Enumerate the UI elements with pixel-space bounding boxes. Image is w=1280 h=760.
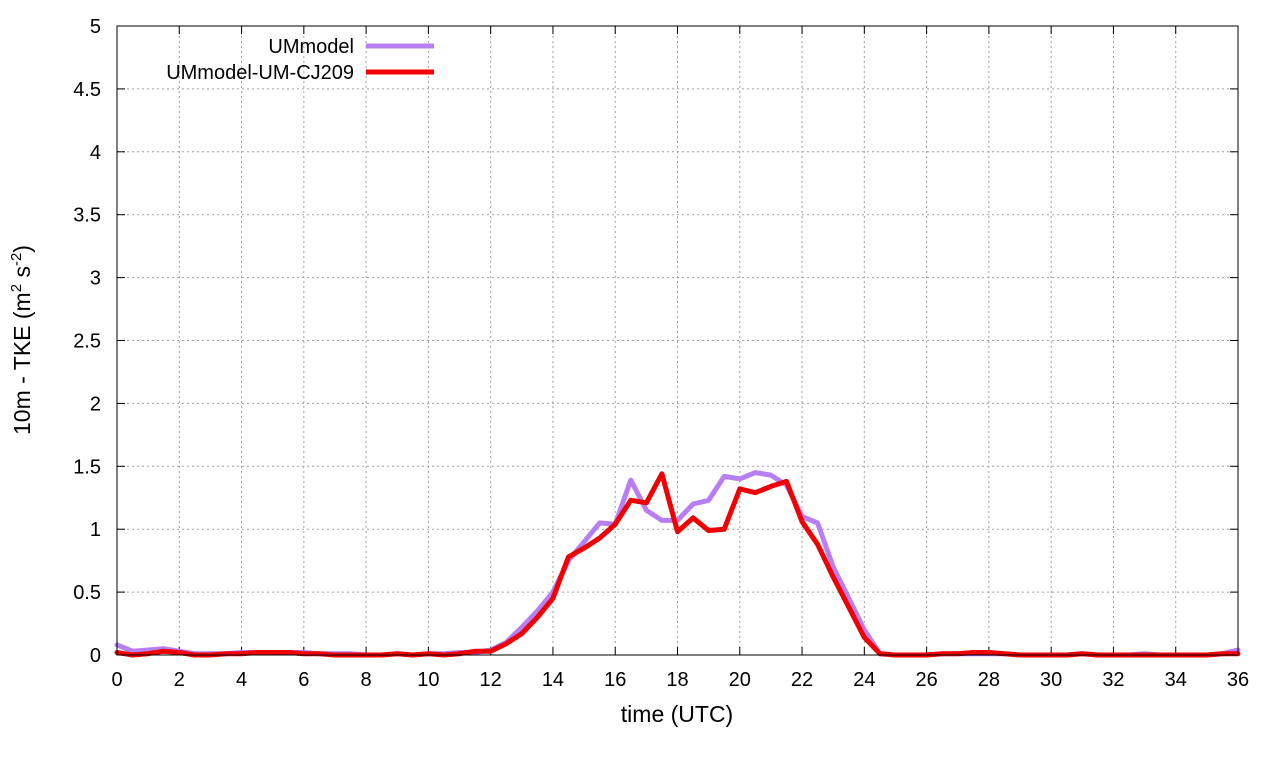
x-tick-label: 24 xyxy=(853,669,875,691)
legend-label: UMmodel xyxy=(268,36,354,58)
x-tick-label: 20 xyxy=(729,669,751,691)
y-tick-label: 2.5 xyxy=(73,331,101,353)
x-tick-label: 32 xyxy=(1102,669,1124,691)
y-tick-label: 1.5 xyxy=(73,456,101,478)
x-tick-label: 36 xyxy=(1227,669,1249,691)
x-tick-label: 22 xyxy=(791,669,813,691)
plot-frame xyxy=(116,25,1239,656)
x-tick-label: 28 xyxy=(978,669,1000,691)
x-tick-label: 34 xyxy=(1165,669,1187,691)
grid xyxy=(117,26,1238,655)
x-tick-label: 30 xyxy=(1040,669,1062,691)
x-tick-label: 2 xyxy=(174,669,185,691)
y-axis-title-sup2: -2 xyxy=(8,253,25,266)
x-tick-label: 6 xyxy=(298,669,309,691)
y-tick-label: 4 xyxy=(90,142,101,164)
x-tick-label: 4 xyxy=(236,669,247,691)
y-tick-label: 1 xyxy=(90,519,101,541)
y-axis-title-main: 10m - TKE (m xyxy=(9,292,35,435)
y-tick-label: 5 xyxy=(90,16,101,38)
y-axis-title-mid: s xyxy=(9,266,35,284)
y-tick-label: 4.5 xyxy=(73,79,101,101)
y-axis-title: 10m - TKE (m2 s-2) xyxy=(8,245,35,435)
x-tick-label: 12 xyxy=(480,669,502,691)
y-tick-label: 0.5 xyxy=(73,582,101,604)
y-tick-label: 0 xyxy=(90,645,101,667)
x-tick-label: 8 xyxy=(361,669,372,691)
y-tick-label: 3.5 xyxy=(73,205,101,227)
y-tick-label: 2 xyxy=(90,393,101,415)
y-tick-label: 3 xyxy=(90,268,101,290)
x-tick-label: 0 xyxy=(111,669,122,691)
x-tick-label: 16 xyxy=(604,669,626,691)
y-axis-title-sup1: 2 xyxy=(8,284,25,292)
y-axis-title-end: ) xyxy=(9,245,35,253)
legend-label: UMmodel-UM-CJ209 xyxy=(166,62,354,84)
x-axis-title: time (UTC) xyxy=(621,701,733,727)
x-tick-label: 26 xyxy=(915,669,937,691)
x-tick-label: 10 xyxy=(417,669,439,691)
axis-ticks: 0 2 4 6 8 10 12 14 16 18 20 22 24 26 28 30 32 34 3600.511.… xyxy=(73,16,1249,691)
x-tick-label: 14 xyxy=(542,669,564,691)
x-tick-label: 18 xyxy=(666,669,688,691)
legend: UMmodel UMmodel-UM-CJ209 xyxy=(166,36,434,84)
